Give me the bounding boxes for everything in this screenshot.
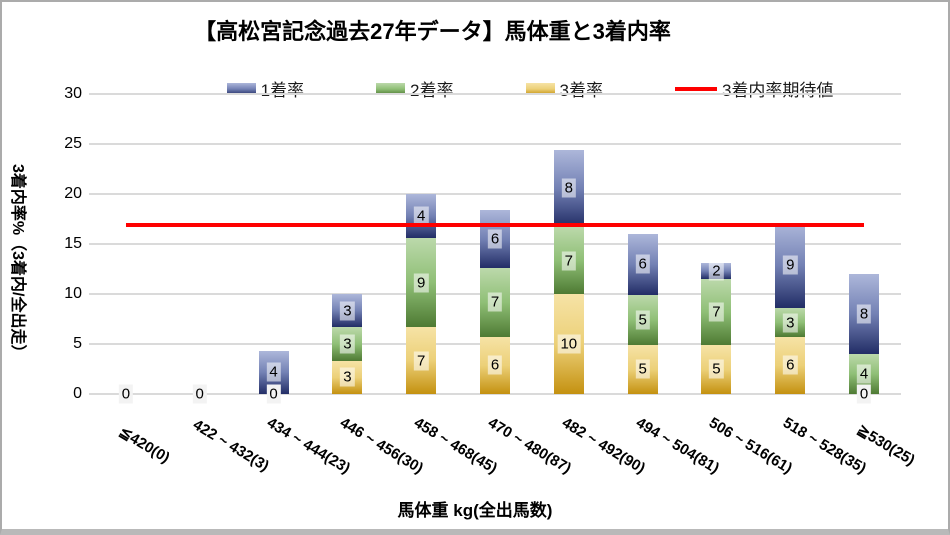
bar-label-zero-10: 0 (856, 384, 872, 404)
y-tick-label-10: 10 (64, 285, 82, 302)
legend-swatch-third-place-rate (525, 82, 555, 95)
x-tick-label-9: 518 ~ 528(35) (780, 413, 870, 477)
bar-label-third-place-rate-5: 6 (487, 355, 503, 375)
expected-rate-line (125, 223, 865, 228)
y-axis-title: 3着内率%（3着内/全出走） (9, 164, 26, 361)
gridline-30 (89, 93, 901, 95)
legend-label-expected-top3-rate: 3着内率期待値 (721, 81, 834, 100)
legend-item-third-place-rate: 3着率 (525, 76, 603, 101)
y-tick-label-30: 30 (64, 85, 82, 102)
bar-label-second-place-rate-6: 7 (561, 251, 576, 271)
legend-item-expected-top3-rate: 3着内率期待値 (674, 76, 834, 101)
bar-label-first-place-rate-2: 4 (266, 362, 281, 382)
bar-label-second-place-rate-9: 3 (783, 313, 798, 333)
bar-label-zero-0: 0 (118, 384, 134, 404)
chart-title: 【高松宮記念過去27年データ】馬体重と3着内率 (194, 19, 671, 44)
bar-label-second-place-rate-8: 7 (709, 302, 724, 322)
bar-label-first-place-rate-6: 8 (561, 178, 576, 198)
bar-label-third-place-rate-6: 10 (557, 334, 581, 354)
bar-label-third-place-rate-7: 5 (635, 359, 650, 379)
legend-line-swatch-expected-top3-rate (674, 86, 717, 91)
bar-label-first-place-rate-5: 6 (487, 229, 503, 249)
x-axis-title: 馬体重 kg(全出馬数) (397, 501, 553, 520)
bar-label-second-place-rate-3: 3 (340, 334, 355, 354)
bar-label-first-place-rate-10: 8 (856, 304, 872, 324)
bar-label-second-place-rate-7: 5 (635, 310, 650, 330)
y-tick-label-0: 0 (73, 385, 82, 402)
bar-label-zero-1: 0 (192, 384, 207, 404)
bar-label-third-place-rate-3: 3 (340, 367, 355, 387)
bar-label-first-place-rate-4: 4 (414, 206, 429, 226)
legend-swatch-first-place-rate (226, 82, 256, 95)
legend-swatch-second-place-rate (376, 82, 406, 95)
bar-label-second-place-rate-5: 7 (487, 292, 503, 312)
bar-label-first-place-rate-9: 9 (783, 255, 798, 275)
x-tick-label-0: ≦420(0) (115, 423, 173, 468)
bar-label-first-place-rate-3: 3 (340, 301, 355, 321)
y-tick-label-15: 15 (64, 235, 82, 252)
legend-item-second-place-rate: 2着率 (376, 76, 454, 101)
gridline-0 (89, 393, 901, 395)
bar-label-third-place-rate-4: 7 (414, 351, 429, 371)
gridline-20 (89, 193, 901, 195)
x-tick-label-6: 482 ~ 492(90) (558, 413, 648, 477)
bar-label-third-place-rate-9: 6 (783, 355, 798, 375)
bar-label-zero-2: 0 (266, 384, 281, 404)
bar-label-second-place-rate-4: 9 (414, 273, 429, 293)
bar-label-second-place-rate-10: 4 (856, 364, 872, 384)
y-tick-label-25: 25 (64, 135, 82, 152)
legend-label-second-place-rate: 2着率 (410, 81, 454, 100)
gridline-25 (89, 143, 901, 145)
x-tick-label-1: 422 ~ 432(3) (189, 416, 272, 475)
legend: 1着率 2着率 3着率 3着内率期待値 (132, 76, 928, 101)
bar-label-third-place-rate-8: 5 (709, 359, 724, 379)
bar-label-first-place-rate-8: 2 (709, 261, 724, 281)
legend-label-third-place-rate: 3着率 (559, 81, 603, 100)
bar-label-first-place-rate-7: 6 (635, 254, 650, 274)
legend-item-first-place-rate: 1着率 (226, 76, 305, 101)
y-tick-label-5: 5 (73, 335, 82, 352)
y-tick-label-20: 20 (64, 185, 82, 202)
legend-label-first-place-rate: 1着率 (260, 81, 305, 100)
